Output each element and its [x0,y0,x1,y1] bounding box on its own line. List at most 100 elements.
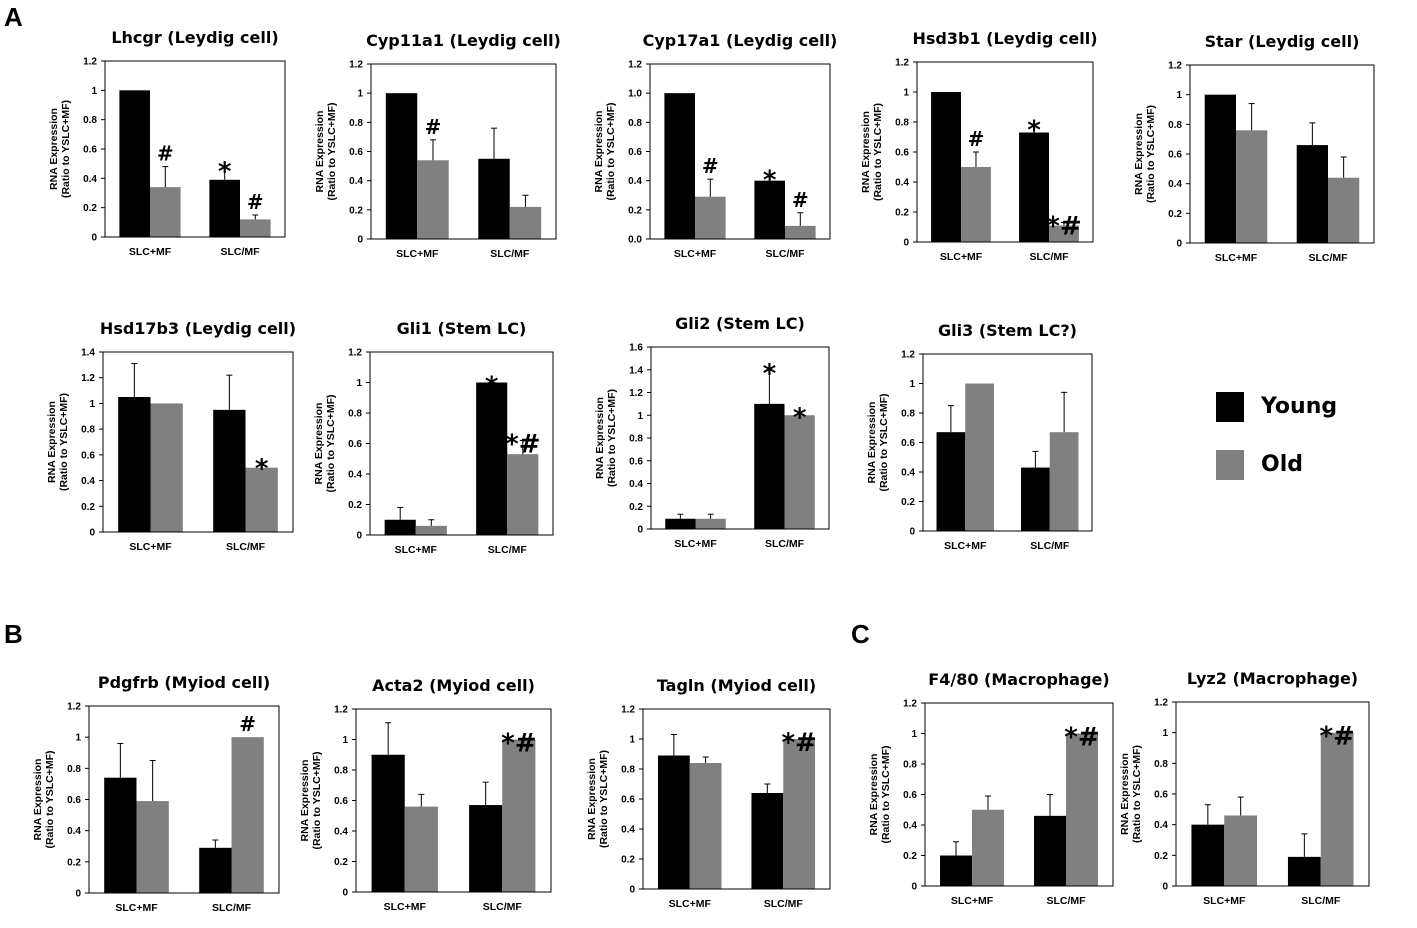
significance-marker: # [239,712,256,736]
y-tick-label: 0 [911,882,917,893]
y-tick-label: 0.6 [1168,150,1182,161]
bar-young-slc-mf [751,793,784,889]
y-axis-label: RNA Expression [868,754,880,836]
y-tick-label: 0.8 [1154,759,1168,770]
y-axis-label: (Ratio to YSLC+MF) [606,389,618,487]
y-tick-label: 0.4 [901,468,915,479]
y-tick-label: 1 [75,733,81,744]
bar-old-slc-mf [695,196,726,239]
bar-young-slc-mf [104,777,137,893]
y-tick-label: 0 [357,235,363,246]
y-tick-label: 0.2 [349,205,363,216]
x-tick-label: SLC/MF [490,248,530,260]
y-tick-label: 0.2 [67,857,81,868]
y-tick-label: 0.8 [349,118,363,129]
x-tick-label: SLC/MF [488,544,528,556]
x-tick-label: SLC/MF [765,248,805,260]
y-tick-label: 0.8 [81,425,95,436]
y-tick-label: 0.4 [349,176,363,187]
plot-frame [369,351,554,536]
plot-frame [355,708,552,893]
chart-pdgfrb: Pdgfrb (Myiod cell) 0 0.2 0.4 0.6 0.8 1 1.2 RNA … [15,672,283,928]
chart-f480: F4/80 (Macrophage) 0 0.2 0.4 0.6 0.8 1 1.2 RNA E… [851,669,1117,921]
y-tick-label: 0.4 [334,827,348,838]
y-tick-label: 0 [629,885,635,896]
chart-title: Gli2 (Stem LC) [675,314,805,333]
chart-title: Hsd17b3 (Leydig cell) [100,319,296,338]
y-tick-label: 0.2 [621,855,635,866]
bar-old-slc-mf [1328,177,1360,243]
y-tick-label: 0 [91,233,97,244]
plot-frame [370,63,557,240]
y-tick-label: 1.2 [903,699,917,710]
chart-lhcgr: Lhcgr (Leydig cell) 0 0.2 0.4 0.6 0.8 1 1.2 RNA … [31,27,289,272]
legend-label-old: Old [1261,452,1303,477]
chart-svg: F4/80 (Macrophage) 0 0.2 0.4 0.6 0.8 1 1.2 RNA E… [868,670,1114,907]
y-axis-label: RNA Expression [299,760,311,842]
bar-old-slc-mf [509,206,542,239]
bar-young-slc-mf [478,158,510,239]
y-axis-label: (Ratio to YSLC+MF) [605,102,617,200]
y-axis-label: (Ratio to YSLC+MF) [58,393,70,491]
chart-svg: Gli2 (Stem LC) 0 0.2 0.4 0.6 0.8 1 1.2 1.4 1.6 RNA… [594,314,830,550]
y-tick-label: 0 [75,889,81,900]
y-tick-label: 0.8 [621,765,635,776]
y-axis-label: (Ratio to YSLC+MF) [598,750,610,848]
significance-marker: * [793,403,807,433]
x-tick-label: SLC/MF [1308,252,1348,264]
y-axis-label: (Ratio to YSLC+MF) [1131,745,1143,843]
y-tick-label: 0.4 [1168,179,1182,190]
y-tick-label: 1.2 [81,373,95,384]
x-tick-label: SLC+MF [115,902,158,914]
y-tick-label: 1 [909,379,915,390]
significance-marker: # [425,115,442,139]
chart-svg: Cyp17a1 (Leydig cell) 0.0 0.2 0.4 0.6 0.8 1.0 1… [593,31,837,260]
bar-old-slc-mf [1066,733,1098,886]
significance-marker: *# [781,728,816,758]
bar-old-slc-mf [150,187,181,237]
bar-old-slc-mf [965,383,994,531]
x-tick-label: SLC/MF [1029,251,1069,263]
significance-marker: * [485,372,499,402]
x-tick-label: SLC/MF [1030,540,1070,552]
y-tick-label: 0.6 [348,439,362,450]
chart-title: Star (Leydig cell) [1205,32,1360,51]
y-tick-label: 0.2 [903,851,917,862]
y-tick-label: 0.2 [334,857,348,868]
chart-hsd17b3: Hsd17b3 (Leydig cell) 0 0.2 0.4 0.6 0.8 1 1.2 1.… [29,318,297,567]
plot-frame [924,702,1114,887]
x-tick-label: SLC+MF [951,895,994,907]
chart-gli2: Gli2 (Stem LC) 0 0.2 0.4 0.6 0.8 1 1.2 1.4 1.6 RNA… [577,313,833,564]
significance-marker: * [218,157,232,187]
y-tick-label: 1.6 [629,343,643,354]
y-tick-label: 0.6 [628,147,642,158]
y-axis-label: RNA Expression [586,758,598,840]
y-tick-label: 0.8 [334,766,348,777]
bar-young-slc-mf [469,805,503,892]
bar-old-slc-mf [240,219,271,237]
chart-hsd3b1: Hsd3b1 (Leydig cell) 0 0.2 0.4 0.6 0.8 1 1.2 RNA… [843,28,1098,277]
y-tick-label: 1.2 [334,705,348,716]
y-axis-label: (Ratio to YSLC+MF) [60,100,72,198]
chart-svg: Lhcgr (Leydig cell) 0 0.2 0.4 0.6 0.8 1 1.2 RNA … [48,28,286,258]
plot-frame [102,351,294,533]
y-tick-label: 0.2 [1168,209,1182,220]
chart-title: Hsd3b1 (Leydig cell) [912,29,1097,48]
y-axis-label: RNA Expression [593,111,605,193]
bar-old-slc-mf [245,467,278,532]
y-axis-label: (Ratio to YSLC+MF) [872,103,884,201]
y-axis-label: RNA Expression [1133,113,1145,195]
y-tick-label: 0.8 [83,115,97,126]
y-tick-label: 1.2 [348,348,362,359]
y-tick-label: 0.4 [895,178,909,189]
chart-title: Cyp17a1 (Leydig cell) [643,31,838,50]
y-tick-label: 1 [911,729,917,740]
chart-svg: Cyp11a1 (Leydig cell) 0 0.2 0.4 0.6 0.8 1 1.2 RN… [314,31,561,260]
plot-frame [649,63,831,240]
bar-old-slc-mf [415,525,447,535]
bar-young-slc-mf [371,754,405,892]
chart-title: Acta2 (Myiod cell) [372,676,535,695]
bar-young-slc-mf [665,518,696,529]
bar-old-slc-mf [695,518,726,529]
x-tick-label: SLC/MF [1301,895,1341,907]
